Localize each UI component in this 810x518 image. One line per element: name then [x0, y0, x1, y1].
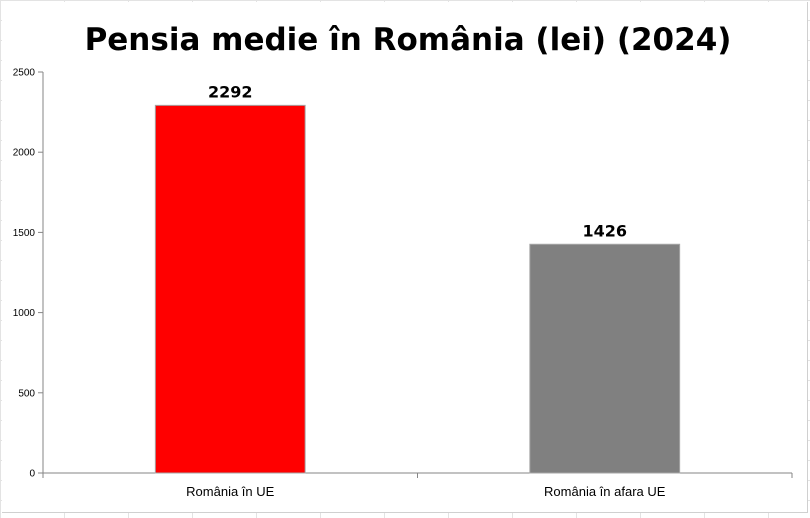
x-category-label: România în afara UE	[544, 484, 666, 499]
x-category-label: România în UE	[186, 484, 274, 499]
y-tick-label: 0	[29, 469, 35, 480]
data-label: 1426	[582, 221, 627, 240]
y-tick-label: 1500	[13, 228, 36, 239]
x-axis: România în UE România în afara UE	[42, 472, 793, 499]
bar-chart: Pensia medie în România (lei) (2024) 0 50…	[13, 22, 793, 499]
bar	[154, 104, 306, 474]
y-tick-label: 500	[18, 388, 35, 399]
data-label: 2292	[208, 82, 253, 101]
bar	[529, 243, 681, 474]
y-axis: 0 500 1000 1500 2000 2500	[13, 68, 44, 480]
y-tick-label: 1000	[13, 308, 36, 319]
y-tick-label: 2500	[13, 68, 36, 79]
y-tick-label: 2000	[13, 148, 36, 159]
chart-title: Pensia medie în România (lei) (2024)	[85, 22, 732, 58]
bar-series: 2292 1426	[154, 82, 681, 474]
